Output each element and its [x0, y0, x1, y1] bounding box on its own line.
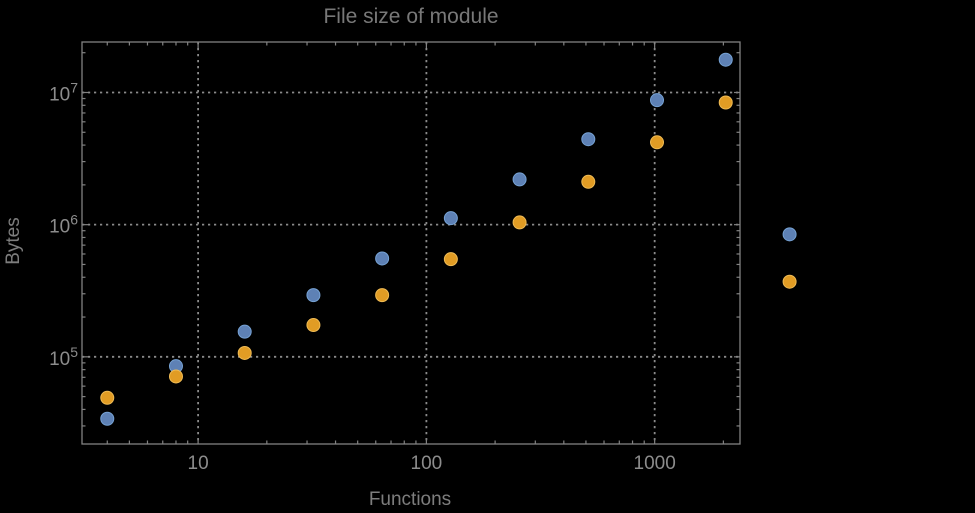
data-point-series-blue-x128: [443, 211, 458, 226]
data-point-series-orange-x64: [375, 288, 390, 303]
y-axis-label: Bytes: [3, 217, 24, 265]
data-point-series-orange-x4: [100, 390, 115, 405]
data-point-series-orange-x512: [581, 174, 596, 189]
x-tick-label-1000: 1000: [634, 453, 676, 474]
data-point-series-blue-x3900: [782, 227, 797, 242]
x-tick-label-100: 100: [411, 453, 443, 474]
data-point-series-orange-x2048: [718, 95, 733, 110]
data-point-series-blue-x4: [100, 411, 115, 426]
data-point-series-blue-x512: [581, 132, 596, 147]
data-point-series-orange-x128: [443, 252, 458, 267]
data-point-series-orange-x256: [512, 215, 527, 230]
y-tick-label-10^5: 105: [49, 344, 78, 370]
chart-title: File size of module: [323, 5, 499, 28]
y-tick-label-10^7: 107: [49, 79, 78, 105]
y-tick-label-10^6: 106: [49, 212, 78, 238]
data-point-series-orange-x8: [168, 369, 183, 384]
x-tick-label-10: 10: [188, 453, 209, 474]
data-point-series-blue-x2048: [718, 52, 733, 67]
data-point-series-blue-x64: [375, 251, 390, 266]
data-point-series-orange-x1024: [650, 135, 665, 150]
data-point-series-orange-x32: [306, 318, 321, 333]
plot-frame: [81, 41, 741, 445]
data-point-series-orange-x16: [237, 345, 252, 360]
data-point-series-blue-x256: [512, 172, 527, 187]
data-point-series-blue-x32: [306, 288, 321, 303]
data-point-series-blue-x1024: [650, 93, 665, 108]
x-axis-label: Functions: [368, 489, 452, 510]
data-point-series-blue-x16: [237, 324, 252, 339]
data-point-series-orange-x3900: [782, 274, 797, 289]
